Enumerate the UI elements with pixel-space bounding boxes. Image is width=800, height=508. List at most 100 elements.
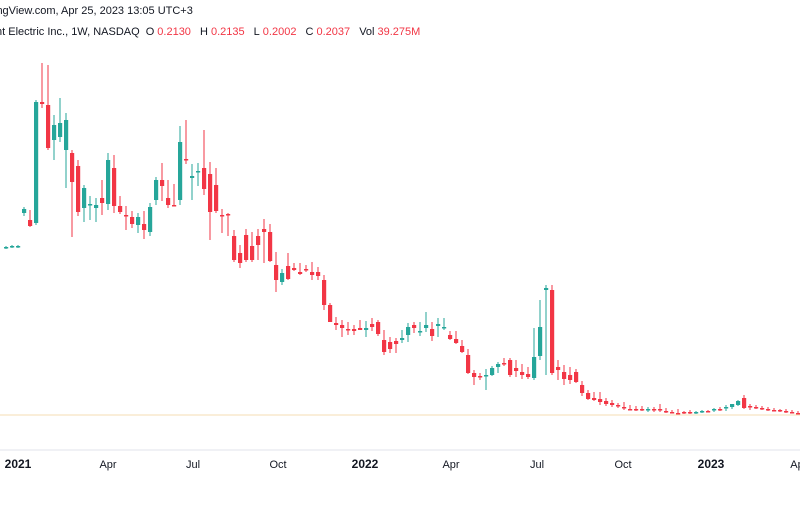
open-label: O	[145, 26, 155, 38]
candle	[538, 300, 543, 360]
candle-body	[538, 327, 543, 356]
candle-body	[766, 409, 771, 411]
candle-body	[52, 125, 57, 140]
candle-body	[640, 409, 645, 411]
candle	[226, 213, 231, 236]
candle-body	[466, 355, 471, 373]
candle	[640, 406, 645, 411]
candle	[460, 340, 465, 353]
candle-body	[790, 412, 795, 414]
candle	[406, 323, 411, 342]
candle	[202, 130, 207, 195]
candle-body	[142, 224, 147, 230]
candle-body	[214, 185, 219, 211]
candle	[52, 115, 57, 160]
candle	[34, 100, 39, 225]
candle-body	[166, 198, 171, 205]
candle-body	[442, 327, 447, 329]
candle-body	[352, 329, 357, 331]
candle	[580, 381, 585, 396]
candle	[490, 366, 495, 376]
candle-body	[94, 205, 99, 208]
candle-body	[160, 180, 165, 186]
candle	[586, 390, 591, 400]
candle	[562, 365, 567, 385]
candle	[88, 196, 93, 220]
candle	[220, 209, 225, 233]
candle	[22, 207, 27, 216]
candle-body	[796, 413, 800, 415]
candle-body	[178, 142, 183, 200]
x-tick-label: Apr	[442, 459, 459, 471]
candle-body	[4, 247, 9, 249]
candle	[574, 369, 579, 383]
candle-body	[394, 341, 399, 344]
candle-body	[592, 398, 597, 400]
candle	[418, 322, 423, 336]
candle	[454, 331, 459, 344]
candle-body	[460, 346, 465, 352]
candle-body	[370, 324, 375, 327]
candle	[124, 206, 129, 230]
candle	[208, 162, 213, 240]
low-value: 0.2002	[262, 26, 297, 38]
candle-body	[202, 168, 207, 189]
candle-body	[88, 204, 93, 206]
candle	[520, 364, 525, 379]
candle-body	[310, 272, 315, 275]
candle	[334, 317, 339, 330]
candle	[676, 409, 681, 415]
candle-body	[784, 411, 789, 413]
candle-body	[172, 205, 177, 207]
candle-body	[646, 409, 651, 411]
candle-body	[148, 207, 153, 232]
candle-body	[22, 209, 27, 213]
candle	[64, 113, 69, 188]
candle-body	[514, 368, 519, 371]
candle	[250, 232, 255, 262]
candle-body	[256, 236, 261, 245]
candle-body	[316, 272, 321, 276]
candle	[502, 358, 507, 366]
candle-body	[616, 405, 621, 407]
candle-body	[118, 206, 123, 212]
candle-body	[136, 217, 141, 225]
candle-body	[676, 413, 681, 415]
candle-body	[772, 410, 777, 412]
candle	[16, 245, 21, 248]
candle	[142, 211, 147, 239]
candle	[262, 219, 267, 263]
candle	[58, 98, 63, 142]
low-label: L	[253, 26, 260, 38]
candle	[436, 318, 441, 337]
candle-body	[688, 412, 693, 414]
candle-body	[718, 409, 723, 411]
candle-body	[286, 266, 291, 279]
candle	[82, 185, 87, 222]
candle-body	[346, 329, 351, 331]
candle-body	[598, 399, 603, 402]
candle	[388, 337, 393, 353]
candle	[598, 392, 603, 405]
candle-body	[496, 364, 501, 367]
candle-body	[526, 374, 531, 377]
candle-body	[604, 401, 609, 404]
candle	[796, 411, 800, 415]
candle-body	[196, 171, 201, 173]
volume-value: 39.275M	[377, 26, 421, 38]
candle-body	[484, 375, 489, 377]
candle	[298, 263, 303, 275]
candle-body	[280, 273, 285, 282]
candle	[622, 402, 627, 410]
candle-body	[334, 323, 339, 325]
candle	[130, 211, 135, 228]
candle	[670, 410, 675, 414]
candle	[658, 404, 663, 412]
candle	[742, 395, 747, 409]
candle	[94, 198, 99, 222]
candle	[592, 392, 597, 401]
candle	[328, 303, 333, 322]
candle	[682, 411, 687, 414]
